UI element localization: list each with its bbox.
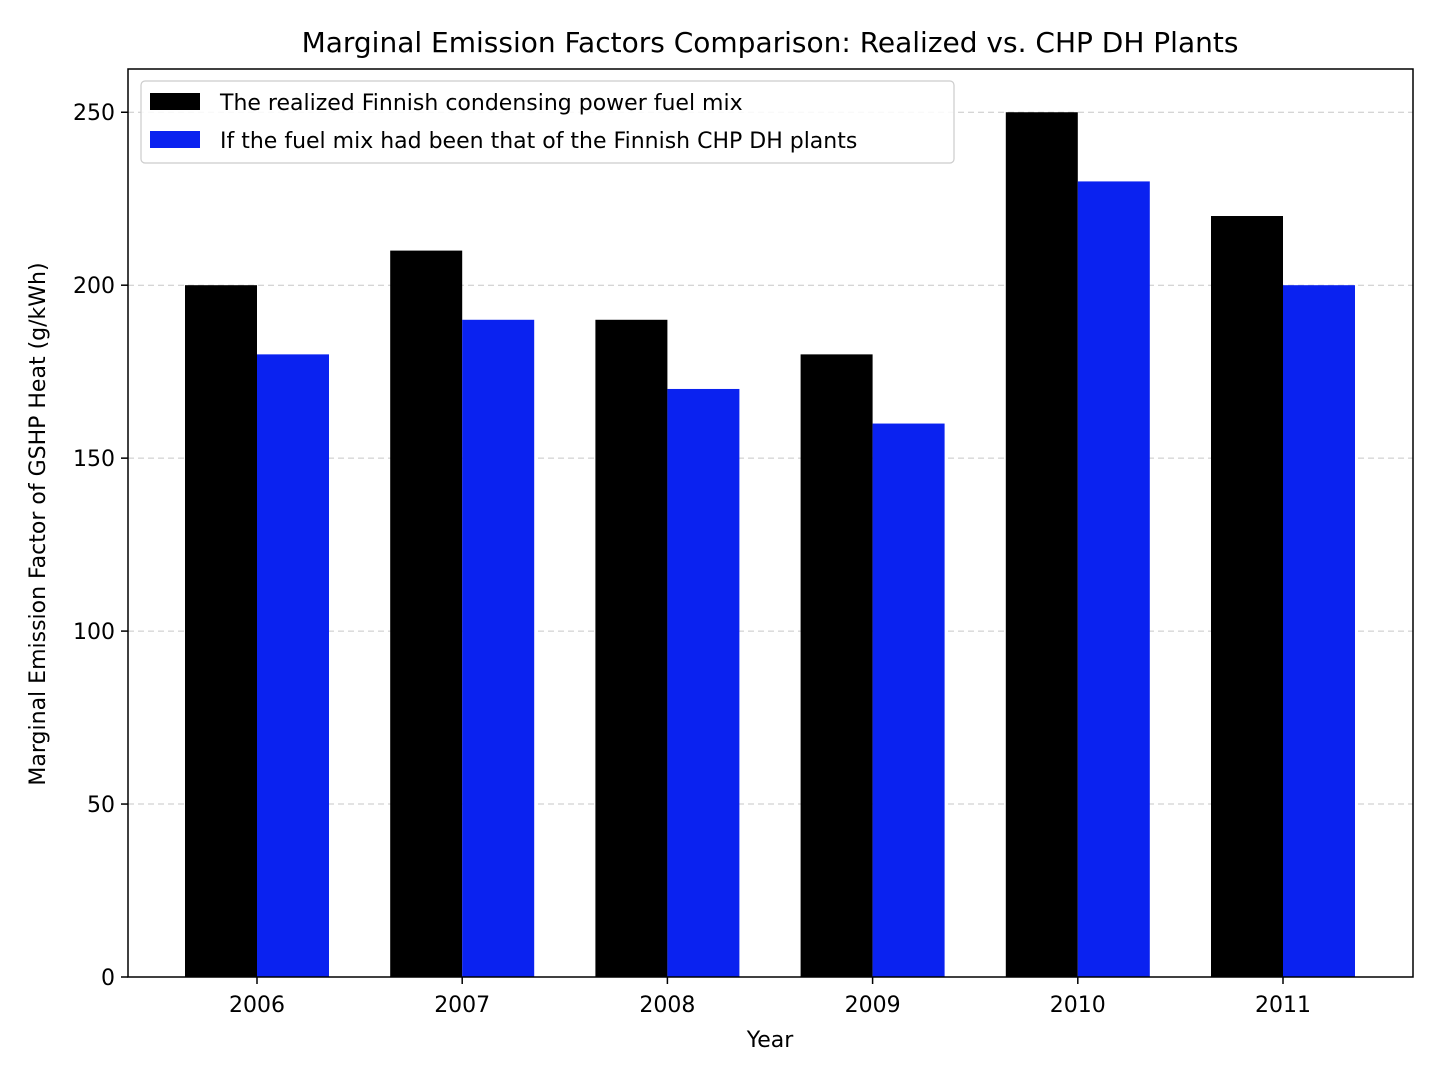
bar-chp-dh-2007 xyxy=(462,319,535,977)
x-tick-label-2011: 2011 xyxy=(1255,993,1311,1018)
y-tick-label-150: 150 xyxy=(73,447,115,472)
plot-frame xyxy=(127,68,1414,978)
x-tick-label-2008: 2008 xyxy=(639,993,695,1018)
bars xyxy=(185,112,1355,978)
chart-title: Marginal Emission Factors Comparison: Re… xyxy=(302,26,1239,59)
legend-swatch-chp-dh xyxy=(150,131,200,148)
y-tick-label-50: 50 xyxy=(87,793,115,818)
y-axis: 0 50 100 150 200 250 xyxy=(73,101,128,991)
y-tick-label-0: 0 xyxy=(101,966,115,991)
bar-realized-2008 xyxy=(595,319,668,977)
legend-label-realized: The realized Finnish condensing power fu… xyxy=(219,91,743,116)
x-tick-label-2006: 2006 xyxy=(229,993,285,1018)
y-tick-label-250: 250 xyxy=(73,101,115,126)
legend: The realized Finnish condensing power fu… xyxy=(140,80,955,164)
bar-chp-dh-2006 xyxy=(257,354,329,977)
bar-realized-2007 xyxy=(390,250,463,978)
x-axis-title: Year xyxy=(746,1028,795,1053)
x-tick-label-2009: 2009 xyxy=(845,993,901,1018)
legend-label-chp-dh: If the fuel mix had been that of the Fin… xyxy=(220,129,857,154)
y-axis-title: Marginal Emission Factor of GSHP Heat (g… xyxy=(26,262,51,785)
y-tick-label-200: 200 xyxy=(73,274,115,299)
x-tick-label-2007: 2007 xyxy=(434,993,490,1018)
legend-box xyxy=(140,80,955,164)
bar-chp-dh-2010 xyxy=(1077,181,1150,977)
bar-realized-2010 xyxy=(1005,112,1078,977)
bar-chp-dh-2011 xyxy=(1283,285,1355,977)
bar-chp-dh-2009 xyxy=(872,423,945,977)
y-tick-label-100: 100 xyxy=(73,620,115,645)
legend-swatch-realized xyxy=(150,93,200,110)
x-axis: 2006 2007 2008 2009 2010 2011 xyxy=(229,977,1311,1018)
bar-chp-dh-2008 xyxy=(667,388,740,977)
bar-realized-2009 xyxy=(800,354,873,977)
bar-realized-2011 xyxy=(1211,216,1283,977)
x-tick-label-2010: 2010 xyxy=(1050,993,1106,1018)
bar-realized-2006 xyxy=(185,285,257,977)
